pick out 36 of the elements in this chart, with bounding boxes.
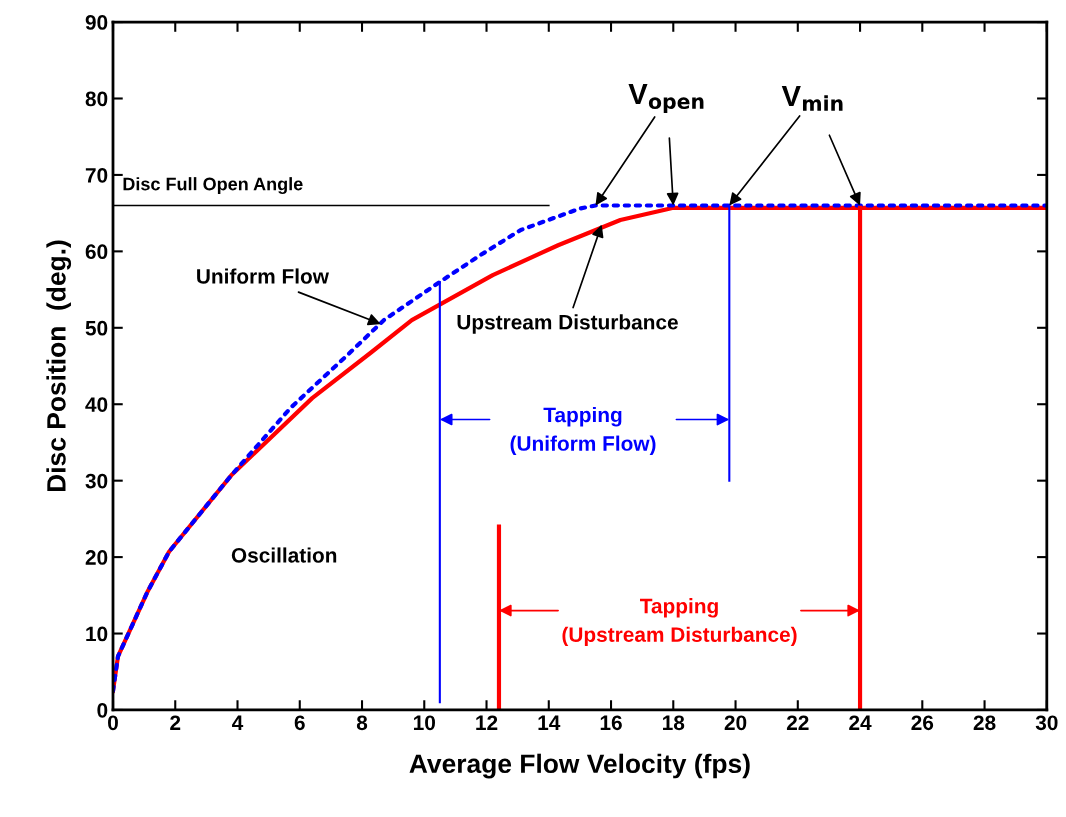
x-tick-label: 16	[600, 715, 622, 731]
y-tick-label: 50	[85, 320, 108, 336]
annotation: Uniform Flow	[197, 268, 329, 284]
x-tick-label: 0	[108, 715, 118, 731]
annotation: Oscillation	[231, 547, 337, 563]
y-tick-label: 60	[85, 244, 108, 260]
x-tick-label: 22	[786, 715, 809, 730]
annotation: V$_{open}$	[628, 83, 704, 114]
annotation: V$_{min}$	[781, 85, 843, 111]
y-tick-label: 10	[86, 626, 108, 642]
x-tick-label: 8	[356, 715, 368, 731]
x-tick-label: 20	[724, 715, 747, 731]
x-tick-label: 2	[170, 715, 181, 730]
x-tick-label: 30	[1035, 715, 1058, 731]
x-axis-title: Average Flow Velocity (fps)	[409, 753, 750, 779]
y-tick-label: 0	[97, 702, 108, 718]
x-tick-label: 14	[538, 715, 561, 730]
x-tick-label: 26	[911, 715, 934, 731]
y-tick-label: 30	[85, 473, 108, 489]
y-tick-label: 40	[85, 397, 108, 412]
y-axis-title: Disc Position (deg.)	[46, 240, 72, 492]
annotation: Tapping (Upstream Disturbance)	[562, 598, 797, 647]
legend-label: Disc Full Open Angle	[123, 177, 303, 195]
x-tick-label: 18	[663, 715, 685, 731]
x-tick-label: 10	[413, 715, 435, 731]
annotation: Upstream Disturbance	[457, 314, 678, 334]
y-tick-label: 90	[85, 15, 108, 30]
x-tick-label: 4	[232, 715, 244, 730]
y-tick-label: 70	[85, 167, 108, 183]
x-tick-label: 24	[849, 715, 872, 730]
x-tick-label: 12	[476, 715, 498, 730]
x-tick-label: 6	[294, 715, 305, 731]
annotation: Tapping (Uniform Flow)	[510, 406, 656, 455]
y-tick-label: 20	[85, 550, 108, 565]
x-tick-label: 28	[973, 715, 996, 731]
y-tick-label: 80	[85, 91, 108, 107]
